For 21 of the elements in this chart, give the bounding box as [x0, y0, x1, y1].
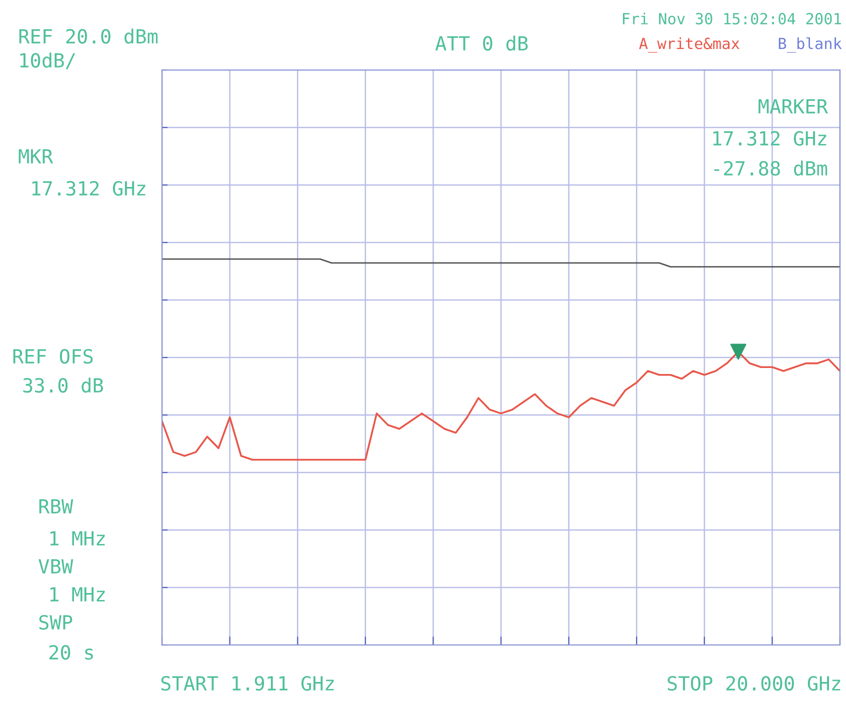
text: -27.88 dBm	[714, 160, 828, 176]
text: MKR	[18, 149, 54, 164]
text: STOP 20.000 GHz	[668, 676, 840, 691]
text: B_blank	[778, 37, 842, 53]
text: A_write&max	[639, 37, 740, 53]
text: Fri Nov 30 15:02:04 2001	[622, 12, 841, 24]
text: REF OFS	[13, 348, 93, 364]
text: RBW	[39, 499, 74, 514]
text: 33.0 dB	[23, 378, 104, 393]
text: 1 MHz	[50, 587, 105, 602]
text: 20 s	[49, 644, 93, 660]
text: 1 MHz	[50, 531, 105, 546]
text: 17.312 GHz	[713, 130, 826, 146]
text: 10dB/	[20, 52, 76, 70]
text: 17.312 GHz	[32, 180, 146, 196]
text: SWP	[39, 614, 72, 630]
text: REF 20.0 dBm	[19, 28, 158, 44]
text: ATT 0 dB	[435, 36, 528, 51]
text: START 1.911 GHz	[161, 676, 334, 691]
text: VBW	[38, 559, 74, 574]
text: MARKER	[758, 99, 828, 114]
